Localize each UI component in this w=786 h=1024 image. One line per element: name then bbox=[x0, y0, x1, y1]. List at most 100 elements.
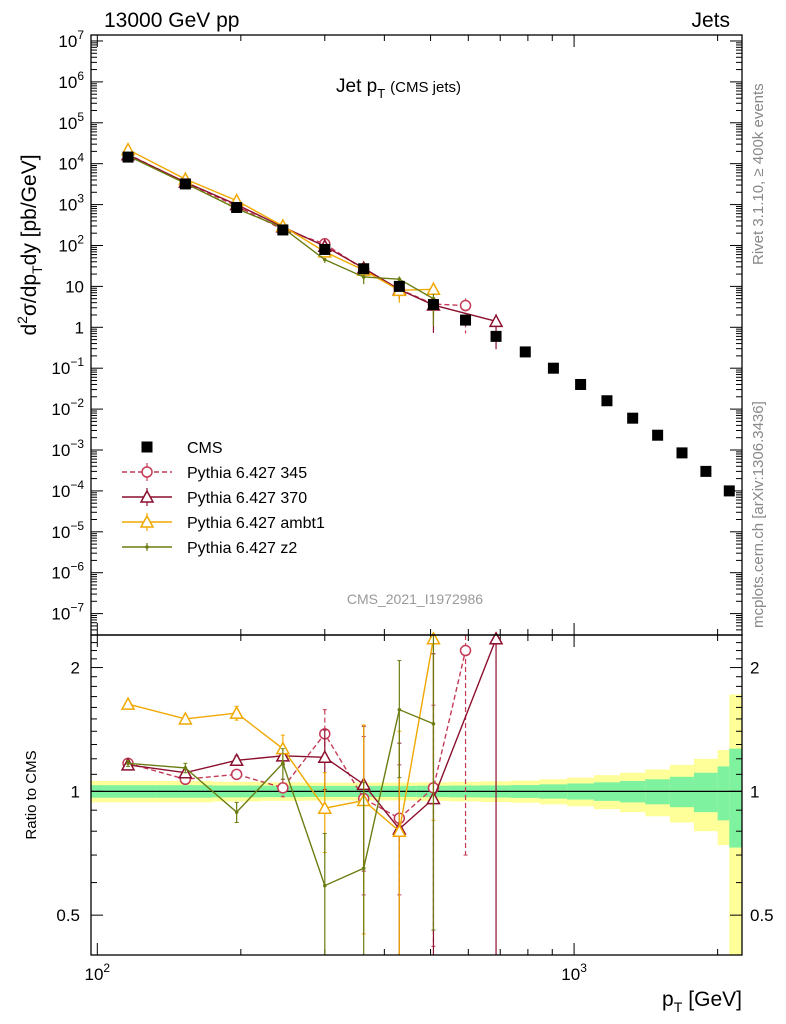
series-cms bbox=[122, 151, 735, 497]
ratio-band-inner bbox=[729, 748, 743, 848]
legend-entry: Pythia 6.427 ambt1 bbox=[122, 513, 325, 532]
data-point bbox=[488, 313, 504, 328]
ratio-point bbox=[234, 810, 239, 814]
analysis-watermark: CMS_2021_I1972986 bbox=[347, 591, 483, 607]
plot-title-sub: T bbox=[377, 86, 385, 101]
legend-entry: CMS bbox=[141, 440, 223, 457]
series-line bbox=[127, 149, 434, 292]
legend-marker bbox=[139, 514, 155, 528]
cms-data-point bbox=[393, 280, 405, 292]
ratio-point bbox=[361, 866, 366, 871]
cms-data-point bbox=[427, 299, 439, 311]
ratio-point bbox=[488, 631, 504, 645]
legend-label: Pythia 6.427 ambt1 bbox=[187, 515, 325, 532]
ratio-series-4 bbox=[126, 634, 436, 956]
legend-marker bbox=[145, 545, 149, 549]
ratio-point bbox=[126, 761, 130, 766]
ratio-y-tick-label-right: 0.5 bbox=[750, 906, 774, 925]
ratio-point bbox=[392, 823, 407, 837]
y-tick-label: 10−3 bbox=[51, 437, 84, 460]
legend-label: Pythia 6.427 z2 bbox=[187, 540, 297, 557]
cms-data-point bbox=[652, 429, 664, 441]
header-left-label: 13000 GeV pp bbox=[104, 9, 240, 32]
cms-data-point bbox=[519, 346, 531, 358]
ratio-line bbox=[127, 638, 435, 833]
legend-entry: Pythia 6.427 z2 bbox=[122, 540, 297, 557]
legend-entry: Pythia 6.427 345 bbox=[122, 463, 307, 482]
cms-data-point bbox=[700, 465, 712, 477]
cms-data-point bbox=[547, 362, 559, 374]
ratio-plot-frame bbox=[90, 634, 743, 956]
legend-marker bbox=[141, 441, 153, 453]
cms-data-point bbox=[676, 447, 688, 459]
y-tick-label: 10−1 bbox=[51, 355, 84, 378]
x-tick-label: 103 bbox=[561, 961, 587, 984]
cms-data-point bbox=[358, 263, 370, 275]
ratio-band-inner bbox=[693, 772, 719, 813]
ratio-point bbox=[230, 768, 243, 781]
plot-title: Jet pT (CMS jets) bbox=[336, 76, 461, 101]
legend-marker bbox=[141, 466, 153, 478]
cms-data-point bbox=[231, 201, 243, 213]
series-line bbox=[127, 155, 434, 300]
data-point bbox=[397, 277, 402, 281]
cms-data-point bbox=[122, 151, 134, 163]
x-tick-label: 102 bbox=[85, 961, 111, 984]
cms-data-point bbox=[601, 395, 613, 407]
mcplots-reference-label: mcplots.cern.ch [arXiv:1306.3436] bbox=[750, 401, 767, 628]
plot-title-tail: (CMS jets) bbox=[390, 79, 461, 96]
legend-label: CMS bbox=[187, 440, 223, 457]
data-point bbox=[361, 275, 366, 279]
ratio-y-tick-label-left: 2 bbox=[71, 659, 80, 678]
ratio-y-tick-label-left: 0.5 bbox=[56, 906, 80, 925]
legend-marker bbox=[139, 489, 155, 503]
cms-data-point bbox=[319, 243, 331, 255]
y-tick-label: 10−4 bbox=[51, 478, 84, 501]
cms-data-point bbox=[723, 485, 735, 497]
header-right-label: Jets bbox=[691, 9, 730, 32]
ratio-y-tick-label-left: 1 bbox=[71, 782, 80, 801]
ratio-point bbox=[120, 696, 136, 710]
ratio-point bbox=[397, 707, 402, 712]
ratio-point bbox=[178, 711, 193, 725]
cms-data-point bbox=[490, 330, 502, 342]
legend: CMS Pythia 6.427 345 Pythia 6.427 370 Pythi… bbox=[122, 440, 325, 557]
ratio-point bbox=[459, 644, 472, 657]
y-tick-label: 10−7 bbox=[51, 601, 84, 624]
legend-label: Pythia 6.427 370 bbox=[187, 490, 307, 507]
cms-data-point bbox=[277, 224, 289, 236]
ratio-y-axis-label: Ratio to CMS bbox=[23, 750, 40, 839]
y-tick-label: 103 bbox=[58, 192, 84, 215]
ratio-point bbox=[229, 752, 244, 767]
y-tick-label: 1 bbox=[75, 318, 84, 337]
ratio-point bbox=[281, 761, 285, 766]
ratio-point bbox=[322, 883, 327, 888]
ratio-point bbox=[183, 766, 188, 770]
series-2 bbox=[120, 147, 504, 350]
data-point bbox=[322, 257, 327, 262]
data-series bbox=[120, 142, 735, 956]
legend-label: Pythia 6.427 345 bbox=[187, 465, 307, 482]
series-line bbox=[127, 153, 466, 307]
rivet-version-label: Rivet 3.1.10, ≥ 400k events bbox=[750, 83, 767, 265]
y-tick-label: 106 bbox=[58, 69, 84, 92]
y-tick-label: 105 bbox=[58, 110, 84, 133]
y-tick-label: 10 bbox=[65, 277, 84, 296]
ratio-band-inner bbox=[669, 776, 695, 808]
data-point bbox=[459, 299, 472, 312]
ratio-point bbox=[229, 705, 244, 719]
cms-data-point bbox=[179, 178, 191, 190]
ratio-point bbox=[431, 721, 436, 726]
y-tick-label: 10−5 bbox=[51, 519, 84, 542]
ratio-point bbox=[317, 800, 333, 814]
y-tick-label: 10−2 bbox=[51, 396, 84, 419]
ratio-point bbox=[277, 782, 289, 794]
y-tick-label: 104 bbox=[58, 151, 84, 174]
ratio-line bbox=[127, 708, 434, 887]
cms-data-point bbox=[575, 378, 587, 390]
cms-data-point bbox=[627, 412, 639, 424]
main-y-axis-label: d2σ/dpTdy [pb/GeV] bbox=[14, 154, 45, 335]
ratio-band-inner bbox=[717, 766, 730, 821]
y-tick-label: 102 bbox=[58, 232, 84, 255]
